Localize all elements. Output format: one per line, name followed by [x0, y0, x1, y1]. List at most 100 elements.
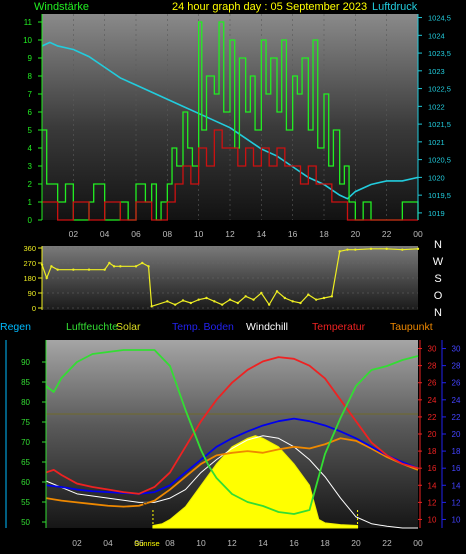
temperature-tick-label: 16 [428, 464, 437, 473]
wind-y-ticks: 0 1 2 3 4 5 6 7 8 9 10 11 [23, 18, 42, 225]
humidity-tick-label: 85 [21, 378, 30, 387]
pressure-tick-label: 1021 [428, 138, 445, 147]
wind-tick-label: 9 [28, 54, 33, 63]
soil-temp-tick-label: 26 [452, 379, 461, 388]
direction-point [401, 248, 404, 251]
series-humidity-line [45, 349, 419, 515]
direction-tick-label: 270 [23, 259, 36, 268]
temperature-tick-label: 26 [428, 379, 437, 388]
direction-point [45, 276, 48, 280]
wind-tick-label: 8 [28, 72, 33, 81]
series-temperature-line [45, 356, 419, 495]
direction-point [147, 265, 150, 268]
direction-point [213, 300, 216, 303]
direction-point [307, 293, 310, 296]
temperature-tick-label: 28 [428, 362, 437, 371]
direction-point [197, 298, 200, 301]
pressure-tick-label: 1019 [428, 209, 445, 218]
soil-temp-tick-label: 12 [452, 498, 461, 507]
pressure-tick-label: 1022,5 [428, 85, 451, 94]
compass-label: W [433, 256, 444, 268]
pressure-tick-label: 1019,5 [428, 191, 451, 200]
wind-tick-label: 4 [28, 144, 33, 153]
direction-point [275, 290, 279, 293]
wind-x-tick-label: 10 [194, 229, 204, 239]
humidity-y-ticks: 50 55 60 65 70 75 80 85 90 [21, 358, 46, 527]
legend-item: Regen [0, 321, 31, 333]
direction-point [134, 265, 138, 268]
soil-temp-tick-label: 14 [452, 481, 461, 490]
direction-point [103, 268, 106, 271]
direction-point [283, 296, 287, 300]
wind-tick-label: 10 [23, 36, 32, 45]
direction-point [56, 268, 59, 271]
direction-y-ticks: 0 90 180 270 360 [23, 244, 42, 313]
temperature-x-tick-label: 14 [258, 538, 268, 548]
compass-label: O [434, 290, 443, 302]
wind-x-tick-label: 16 [288, 229, 298, 239]
sunrise-label: Sun. [142, 500, 160, 510]
series-wind_mean-line [42, 129, 418, 221]
temperature-tick-label: 10 [428, 515, 437, 524]
direction-point [260, 291, 263, 295]
direction-point [338, 250, 341, 253]
pressure-tick-label: 1020 [428, 173, 445, 182]
legend-item: Taupunkt [390, 321, 433, 333]
wind-pressure-chart: Windstärke 24 hour graph day : 05 Septem… [23, 1, 451, 239]
temperature-x-tick-label: 20 [351, 538, 361, 548]
temperature-y-ticks: 10 12 14 16 18 20 22 24 26 28 30 [418, 345, 437, 524]
wind-x-tick-label: 12 [225, 229, 235, 239]
direction-point [50, 265, 53, 268]
direction-point [416, 247, 420, 251]
direction-point [385, 247, 388, 251]
soil-temp-y-ticks: 10 12 14 16 18 20 22 24 26 28 30 [442, 345, 461, 524]
series-solar-area [152, 435, 359, 529]
wind-tick-label: 7 [28, 90, 33, 99]
temperature-tick-label: 18 [428, 447, 437, 456]
wind-x-tick-label: 00 [413, 229, 423, 239]
temperature-x-tick-label: 02 [72, 538, 82, 548]
temperature-x-tick-label: 04 [103, 538, 113, 548]
wind-tick-label: 6 [28, 108, 33, 117]
humidity-tick-label: 60 [21, 478, 30, 487]
direction-tick-label: 180 [23, 274, 36, 283]
direction-point [244, 295, 247, 298]
compass-label: S [434, 273, 441, 285]
temperature-tick-label: 22 [428, 413, 437, 422]
humidity-tick-label: 50 [21, 518, 30, 527]
wind-tick-label: 5 [28, 126, 33, 135]
sun-markers: Sun. [142, 500, 359, 528]
direction-tick-label: 90 [28, 289, 36, 298]
soil-temp-tick-label: 18 [452, 447, 461, 456]
pressure-tick-label: 1024 [428, 31, 445, 40]
direction-point [205, 296, 208, 300]
wind-tick-label: 0 [28, 216, 33, 225]
direction-point [228, 298, 232, 301]
wind-tick-label: 11 [24, 18, 33, 27]
wind-x-tick-label: 18 [319, 229, 329, 239]
temperature-x-tick-label: 08 [165, 538, 175, 548]
humidity-tick-label: 80 [21, 398, 30, 407]
direction-point [87, 268, 91, 271]
temperature-series-layer [45, 349, 419, 529]
humidity-tick-label: 55 [21, 498, 30, 507]
temperature-tick-label: 24 [428, 396, 437, 405]
legend-item: Luftfeuchte [66, 321, 118, 333]
soil-temp-tick-label: 16 [452, 464, 461, 473]
wind-x-tick-label: 02 [69, 229, 79, 239]
direction-point [72, 268, 75, 271]
humidity-tick-label: 90 [21, 358, 30, 367]
direction-point [173, 303, 177, 306]
wind-tick-label: 2 [28, 180, 33, 189]
wind-axis-title: Windstärke [34, 1, 89, 13]
temperature-tick-label: 30 [428, 345, 437, 354]
direction-series-layer [40, 247, 420, 308]
series-pressure-line [41, 41, 419, 200]
wind-x-tick-label: 08 [163, 229, 173, 239]
temperature-x-tick-label: 12 [227, 538, 237, 548]
soil-temp-tick-label: 28 [452, 362, 461, 371]
temperature-x-tick-label: 00 [413, 538, 423, 548]
